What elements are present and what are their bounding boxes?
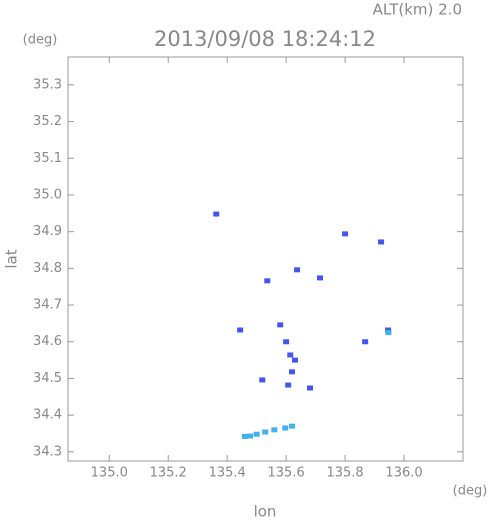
echo-point: [317, 275, 324, 281]
echo-point: [289, 369, 296, 375]
echo-point: [291, 357, 298, 363]
echo-point: [378, 239, 385, 245]
x-tick-label: 136.0: [385, 466, 422, 481]
chart-title: 2013/09/08 18:24:12: [154, 27, 376, 51]
altitude-label: ALT(km) 2.0: [373, 1, 462, 19]
y-tick-label: 34.9: [33, 224, 62, 239]
y-tick-label: 34.4: [33, 408, 62, 423]
echo-point: [283, 339, 290, 345]
x-tick-label: 135.2: [150, 466, 187, 481]
y-tick-label: 34.6: [33, 334, 62, 349]
y-tick-label: 34.7: [33, 298, 62, 313]
echo-point: [362, 339, 369, 345]
y-tick-label: 35.0: [33, 187, 62, 202]
y-tick-label: 35.1: [33, 151, 62, 166]
y-tick-label: 35.3: [33, 77, 62, 92]
echo-point: [213, 211, 220, 217]
echo-point: [285, 382, 292, 388]
plot-frame: [67, 56, 464, 462]
x-unit: (deg): [453, 484, 488, 499]
echo-point: [271, 427, 278, 433]
echo-point: [262, 429, 269, 435]
echo-point: [277, 322, 284, 328]
echo-point: [385, 327, 392, 333]
echo-point: [342, 231, 349, 237]
x-tick-label: 135.4: [209, 466, 246, 481]
echo-point: [385, 330, 392, 336]
y-tick-label: 34.3: [33, 444, 62, 459]
echo-point: [307, 385, 314, 391]
x-tick-label: 135.0: [91, 466, 128, 481]
echo-point: [259, 377, 266, 383]
echo-point: [253, 431, 260, 437]
echo-point: [241, 433, 248, 439]
y-tick-label: 34.5: [33, 371, 62, 386]
echo-point: [247, 433, 254, 439]
y-tick-label: 35.2: [33, 114, 62, 129]
y-axis-label: lat: [3, 249, 21, 268]
x-axis-label: lon: [254, 503, 277, 521]
y-tick-label: 34.8: [33, 261, 62, 276]
echo-point: [294, 267, 301, 273]
echo-point: [289, 423, 296, 429]
x-tick-label: 135.8: [326, 466, 363, 481]
y-unit: (deg): [23, 33, 58, 48]
echo-point: [237, 327, 244, 333]
x-tick-label: 135.6: [268, 466, 305, 481]
echo-point: [282, 425, 289, 431]
echo-point: [287, 352, 294, 358]
echo-point: [264, 278, 271, 284]
